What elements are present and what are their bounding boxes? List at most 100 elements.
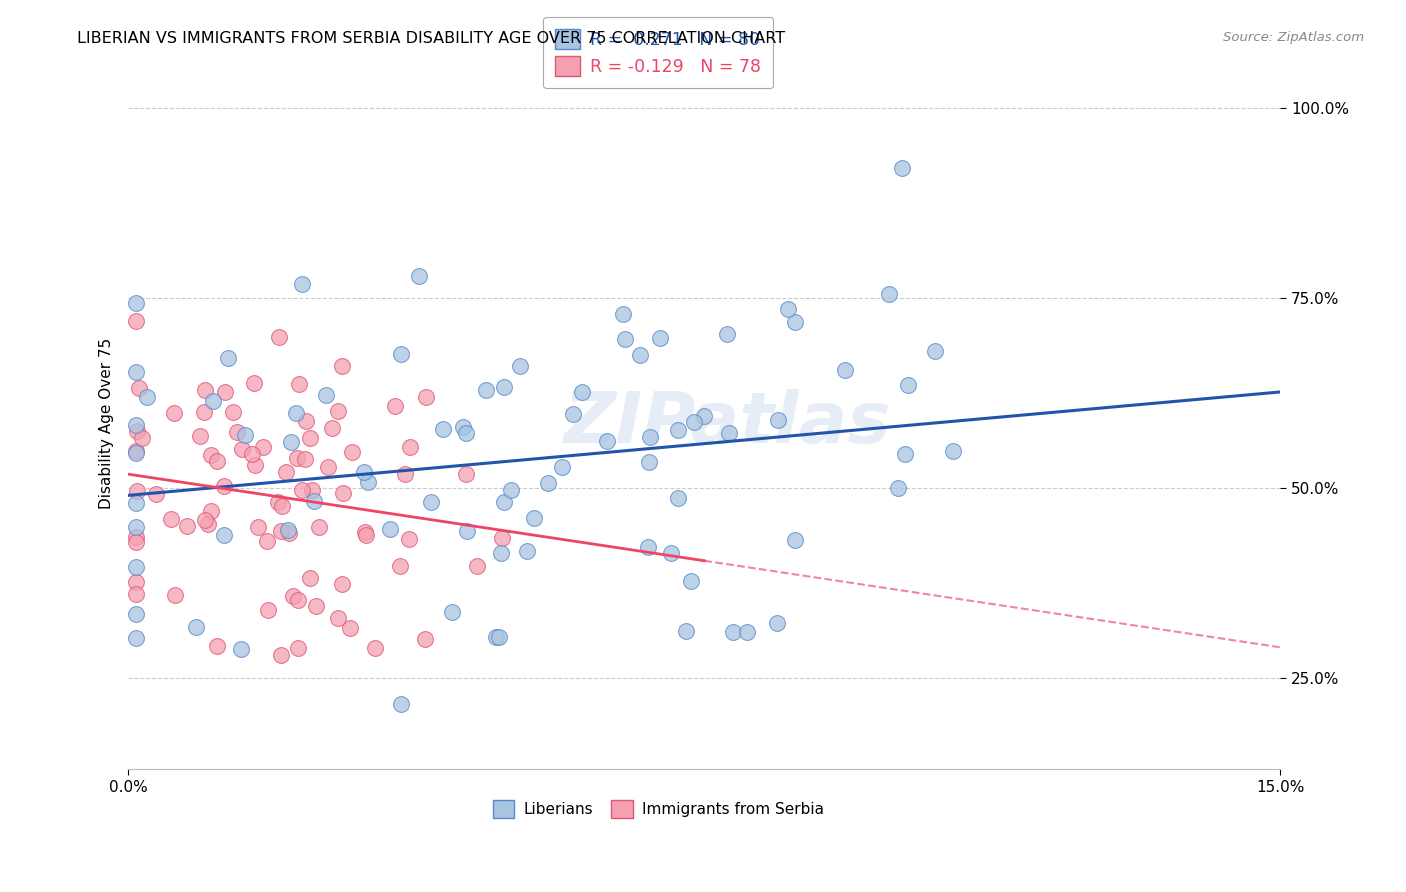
Point xyxy=(305,599,328,613)
Point xyxy=(339,621,361,635)
Point xyxy=(291,277,314,292)
Point xyxy=(163,588,186,602)
Point xyxy=(364,641,387,656)
Point xyxy=(231,442,253,456)
Point xyxy=(315,387,337,401)
Point xyxy=(233,427,256,442)
Point xyxy=(243,376,266,391)
Point xyxy=(287,593,309,607)
Point xyxy=(693,409,716,423)
Point xyxy=(717,425,740,440)
Point xyxy=(125,631,148,645)
Point xyxy=(388,559,411,574)
Point xyxy=(357,475,380,489)
Y-axis label: Disability Age Over 75: Disability Age Over 75 xyxy=(100,338,114,509)
Point xyxy=(281,590,304,604)
Point xyxy=(890,161,912,176)
Point xyxy=(197,516,219,531)
Point xyxy=(163,406,186,420)
Point xyxy=(205,639,228,653)
Point xyxy=(679,574,702,588)
Point xyxy=(778,301,800,316)
Point xyxy=(256,533,278,548)
Point xyxy=(716,326,738,341)
Point xyxy=(628,348,651,362)
Point xyxy=(125,530,148,544)
Point xyxy=(200,504,222,518)
Point xyxy=(389,347,412,361)
Point xyxy=(125,587,148,601)
Point xyxy=(212,479,235,493)
Point xyxy=(194,383,217,397)
Point xyxy=(274,465,297,479)
Point xyxy=(735,624,758,639)
Point xyxy=(145,487,167,501)
Point xyxy=(834,363,856,377)
Point xyxy=(924,343,946,358)
Point xyxy=(271,499,294,513)
Text: LIBERIAN VS IMMIGRANTS FROM SERBIA DISABILITY AGE OVER 75 CORRELATION CHART: LIBERIAN VS IMMIGRANTS FROM SERBIA DISAB… xyxy=(77,31,786,46)
Point xyxy=(294,452,316,467)
Point xyxy=(494,379,516,393)
Point xyxy=(451,419,474,434)
Point xyxy=(125,574,148,589)
Point xyxy=(205,454,228,468)
Point xyxy=(226,425,249,440)
Point xyxy=(408,269,430,284)
Point xyxy=(326,610,349,624)
Point xyxy=(245,458,267,472)
Point xyxy=(193,405,215,419)
Point xyxy=(190,429,212,443)
Point xyxy=(328,404,350,418)
Point xyxy=(222,405,245,419)
Point xyxy=(637,455,659,469)
Point xyxy=(516,544,538,558)
Point xyxy=(353,465,375,479)
Point xyxy=(489,546,512,560)
Point xyxy=(384,399,406,413)
Point xyxy=(270,524,292,538)
Point xyxy=(330,359,353,373)
Text: ZIPatlas: ZIPatlas xyxy=(564,389,891,458)
Point xyxy=(135,390,157,404)
Point xyxy=(879,287,901,301)
Point xyxy=(456,426,478,441)
Point xyxy=(398,532,420,546)
Point xyxy=(298,571,321,585)
Point xyxy=(766,413,789,427)
Point xyxy=(257,603,280,617)
Point xyxy=(201,394,224,409)
Point xyxy=(194,513,217,527)
Point xyxy=(491,531,513,545)
Point xyxy=(454,467,477,481)
Point xyxy=(465,559,488,574)
Point xyxy=(499,483,522,497)
Point xyxy=(894,447,917,461)
Point xyxy=(551,460,574,475)
Point xyxy=(492,495,515,509)
Point xyxy=(456,524,478,538)
Point xyxy=(284,406,307,420)
Point xyxy=(125,483,148,498)
Point xyxy=(285,450,308,465)
Point xyxy=(131,431,153,445)
Point xyxy=(342,445,364,459)
Point xyxy=(217,351,239,365)
Point xyxy=(440,605,463,619)
Point xyxy=(125,365,148,379)
Point xyxy=(125,519,148,533)
Point xyxy=(613,332,636,346)
Text: Source: ZipAtlas.com: Source: ZipAtlas.com xyxy=(1223,31,1364,45)
Point xyxy=(246,520,269,534)
Point xyxy=(125,296,148,310)
Point xyxy=(509,359,531,373)
Point xyxy=(125,444,148,458)
Point xyxy=(394,467,416,481)
Point xyxy=(267,330,290,344)
Point xyxy=(571,385,593,400)
Point xyxy=(398,440,420,454)
Point xyxy=(200,448,222,462)
Point xyxy=(301,483,323,497)
Point xyxy=(125,314,148,328)
Point xyxy=(648,331,671,345)
